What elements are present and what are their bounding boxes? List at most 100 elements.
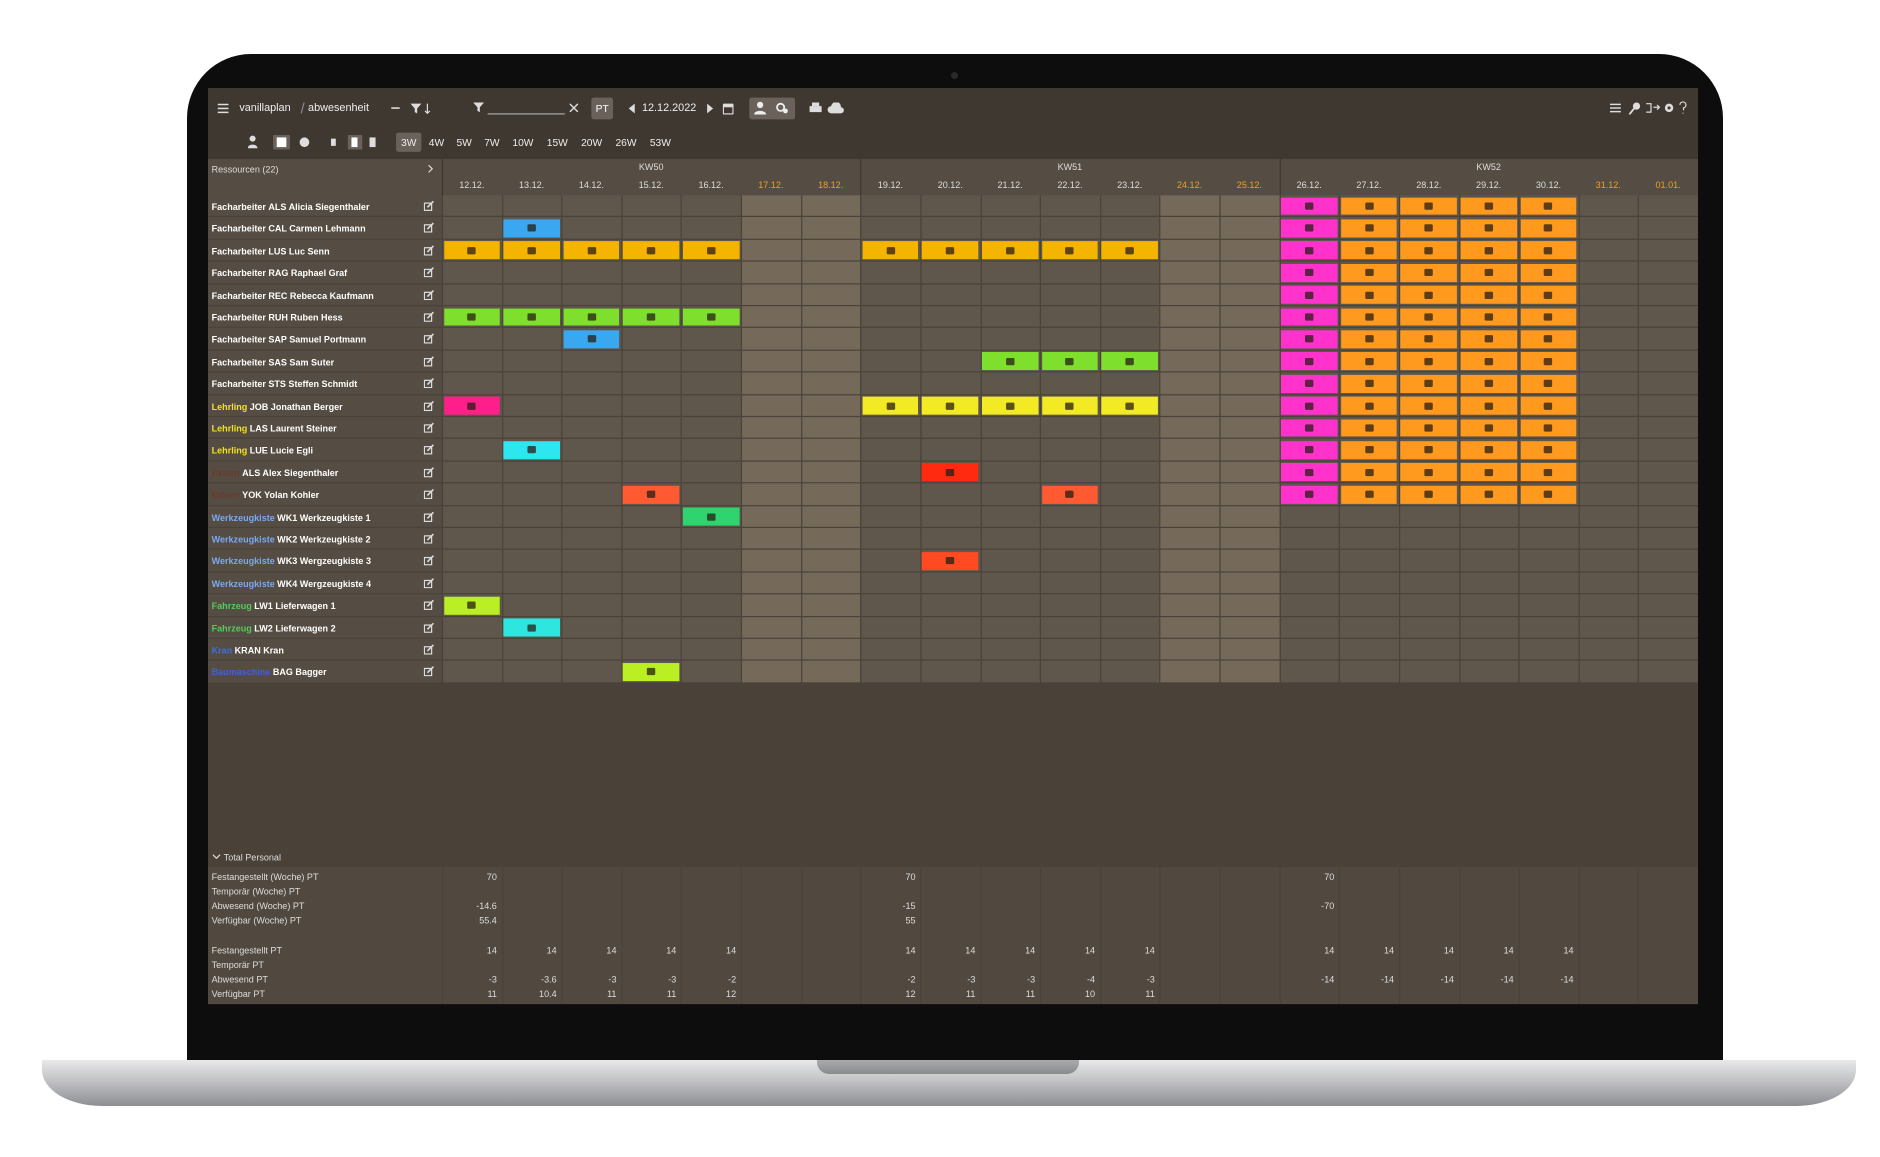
booking[interactable] — [1281, 418, 1338, 437]
booking[interactable] — [623, 662, 680, 681]
edit-button[interactable] — [423, 599, 435, 611]
booking[interactable] — [1340, 197, 1398, 216]
booking[interactable] — [1281, 263, 1338, 282]
booking[interactable] — [1520, 219, 1577, 238]
person-icons[interactable] — [754, 101, 790, 115]
booking[interactable] — [1281, 441, 1338, 460]
booking[interactable] — [443, 396, 500, 415]
booking[interactable] — [1400, 330, 1457, 349]
booking[interactable] — [1520, 396, 1577, 415]
booking[interactable] — [1041, 396, 1099, 415]
booking[interactable] — [1400, 441, 1457, 460]
booking[interactable] — [503, 441, 560, 460]
booking[interactable] — [982, 241, 1039, 260]
booking[interactable] — [1041, 485, 1099, 504]
booking[interactable] — [1281, 197, 1338, 216]
booking[interactable] — [1520, 308, 1577, 326]
booking[interactable] — [1340, 330, 1398, 349]
booking[interactable] — [443, 241, 500, 260]
booking[interactable] — [1400, 263, 1457, 282]
booking[interactable] — [1460, 285, 1517, 304]
booking[interactable] — [563, 241, 620, 260]
edit-button[interactable] — [423, 555, 435, 566]
booking[interactable] — [1520, 463, 1577, 482]
booking[interactable] — [1281, 308, 1338, 326]
booking[interactable] — [1460, 219, 1517, 238]
booking[interactable] — [1400, 197, 1457, 216]
edit-button[interactable] — [423, 333, 435, 345]
booking[interactable] — [1520, 330, 1577, 349]
booking[interactable] — [1340, 441, 1398, 460]
booking[interactable] — [563, 308, 620, 326]
booking[interactable] — [1520, 352, 1577, 371]
view-button[interactable]: 10W — [512, 136, 534, 149]
view-button[interactable]: 53W — [649, 136, 671, 149]
view-button[interactable]: 5W — [456, 136, 472, 149]
booking[interactable] — [862, 241, 919, 260]
booking[interactable] — [1281, 374, 1338, 393]
edit-button[interactable] — [423, 289, 435, 300]
edit-button[interactable] — [423, 488, 435, 500]
booking[interactable] — [1041, 241, 1099, 260]
booking[interactable] — [1101, 241, 1158, 260]
booking[interactable] — [1400, 463, 1457, 482]
view-button[interactable]: 26W — [615, 136, 637, 149]
booking[interactable] — [503, 219, 560, 238]
booking[interactable] — [1101, 352, 1158, 371]
edit-button[interactable] — [423, 644, 435, 655]
filter-button[interactable] — [473, 101, 485, 113]
booking[interactable] — [1340, 418, 1398, 437]
settings-icons[interactable] — [1609, 101, 1690, 115]
booking[interactable] — [1460, 418, 1517, 437]
booking[interactable] — [922, 551, 979, 570]
calendar-button[interactable] — [722, 102, 734, 115]
edit-button[interactable] — [423, 511, 435, 522]
booking[interactable] — [1400, 352, 1457, 371]
booking[interactable] — [1101, 396, 1158, 415]
booking[interactable] — [1041, 352, 1099, 371]
booking[interactable] — [922, 241, 979, 260]
booking[interactable] — [623, 485, 680, 504]
booking[interactable] — [1520, 441, 1577, 460]
next-button[interactable] — [707, 103, 714, 114]
edit-button[interactable] — [423, 466, 435, 478]
booking[interactable] — [1520, 197, 1577, 216]
booking[interactable] — [1520, 418, 1577, 437]
booking[interactable] — [503, 241, 560, 260]
booking[interactable] — [1400, 418, 1457, 437]
breadcrumb-app[interactable]: vanillaplan — [239, 101, 291, 114]
booking[interactable] — [503, 308, 560, 326]
booking[interactable] — [1460, 463, 1517, 482]
edit-button[interactable] — [423, 267, 435, 278]
booking[interactable] — [682, 507, 740, 526]
edit-button[interactable] — [423, 244, 435, 256]
booking[interactable] — [1340, 308, 1398, 326]
booking[interactable] — [1400, 308, 1457, 326]
booking[interactable] — [1460, 263, 1517, 282]
view-button[interactable]: 3W — [396, 132, 422, 152]
booking[interactable] — [1281, 241, 1338, 260]
breadcrumb-page[interactable]: abwesenheit — [308, 101, 369, 114]
print-export[interactable] — [809, 102, 846, 114]
booking[interactable] — [1340, 219, 1398, 238]
edit-button[interactable] — [423, 666, 435, 677]
filter-icons[interactable] — [389, 102, 437, 115]
booking[interactable] — [1400, 374, 1457, 393]
booking[interactable] — [623, 241, 680, 260]
booking[interactable] — [1340, 285, 1398, 304]
booking[interactable] — [1460, 352, 1517, 371]
edit-button[interactable] — [423, 355, 435, 367]
date-label[interactable]: 12.12.2022 — [641, 101, 697, 114]
edit-button[interactable] — [423, 311, 435, 322]
booking[interactable] — [982, 352, 1039, 371]
edit-button[interactable] — [423, 622, 435, 633]
view-button[interactable]: 7W — [484, 136, 500, 149]
booking[interactable] — [1460, 441, 1517, 460]
booking[interactable] — [1281, 396, 1338, 415]
clear-button[interactable] — [569, 103, 579, 113]
view-button[interactable]: 20W — [581, 136, 603, 149]
booking[interactable] — [1340, 396, 1398, 415]
menu-button[interactable] — [217, 103, 229, 114]
booking[interactable] — [1281, 352, 1338, 371]
booking[interactable] — [623, 308, 680, 326]
